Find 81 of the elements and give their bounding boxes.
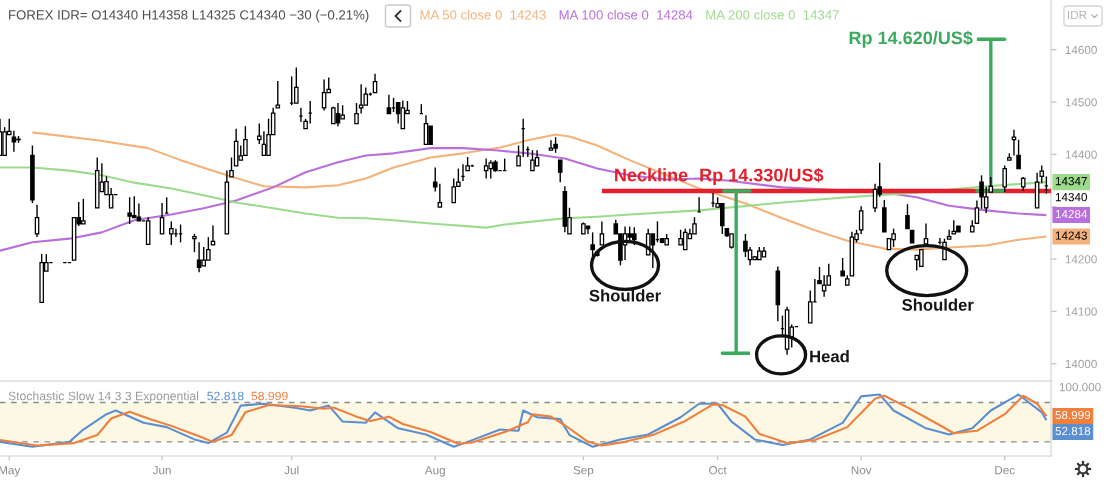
text: 14347 — [803, 10, 839, 20]
candlestick — [719, 202, 725, 235]
candlestick — [946, 229, 952, 240]
candlestick — [294, 66, 299, 104]
y-tick-label: 14200 — [1065, 255, 1097, 264]
candlestick — [807, 289, 813, 324]
candlestick — [650, 233, 656, 269]
x-tick-label: Sep — [573, 466, 594, 477]
candlestick — [201, 246, 207, 267]
data-label: 14284 — [1055, 209, 1088, 219]
text: 52.818 — [1055, 426, 1091, 436]
y-tick-label: 14500 — [1065, 98, 1097, 107]
x-tick-label: Jun — [152, 466, 171, 475]
annotation: 52.818 — [207, 391, 244, 401]
candlestick — [192, 233, 197, 253]
candlestick — [159, 202, 165, 235]
candlestick — [400, 99, 406, 130]
candlestick — [275, 80, 281, 109]
text: 14340 — [1055, 193, 1087, 202]
candlestick — [585, 225, 591, 235]
candlestick — [905, 203, 910, 230]
candlestick — [335, 102, 341, 127]
candlestick — [530, 149, 535, 172]
annotation: Shoulder — [902, 298, 974, 311]
x-tick-label: May — [0, 466, 21, 477]
text: FOREX IDR= O14340 H14358 L14325 C14340 −30 (−0.21%) — [9, 9, 369, 23]
candlestick — [548, 139, 554, 151]
candlestick — [210, 224, 216, 246]
candlestick — [1016, 139, 1021, 170]
annotation: Head — [810, 350, 849, 363]
candlestick — [229, 156, 234, 178]
candlestick — [710, 192, 716, 208]
candlestick — [557, 159, 563, 183]
candlestick — [1011, 129, 1017, 157]
line-series — [0, 147, 1048, 252]
candlestick — [428, 125, 433, 146]
y-tick-label: 14000 — [1065, 359, 1097, 369]
text: MA 50 close 0 — [420, 9, 502, 20]
candlestick — [682, 228, 688, 251]
candlestick — [169, 220, 174, 246]
candlestick — [599, 220, 605, 246]
y-tick-label: 14400 — [1065, 150, 1097, 159]
candlestick — [173, 228, 179, 238]
candlestick — [11, 130, 17, 153]
candlestick — [131, 195, 137, 219]
x-tick-label: Aug — [424, 466, 445, 477]
candlestick — [483, 157, 489, 180]
series-label: Rp 14.620/US$ — [849, 30, 973, 48]
candlestick — [196, 241, 202, 273]
candlestick — [696, 196, 702, 213]
candlestick — [34, 203, 40, 238]
text: 14284 — [657, 10, 693, 20]
text: 14243 — [510, 10, 546, 20]
x-tick-label: Oct — [709, 466, 727, 475]
x-tick-label: Jul — [284, 465, 299, 475]
candlestick — [979, 174, 984, 210]
candlestick — [451, 177, 457, 204]
y-tick-label: 14600 — [1065, 45, 1097, 55]
y-tick-label: 14100 — [1065, 307, 1097, 316]
candlestick — [437, 183, 443, 208]
text: MA 200 close 0 — [706, 9, 795, 20]
y-axis-title: IDR — [1068, 10, 1087, 20]
data-label: 14243 — [1055, 231, 1087, 240]
candlestick — [488, 159, 494, 180]
annotation: 58.999 — [251, 391, 288, 401]
text: MA 100 close 0 — [559, 9, 649, 20]
candlestick — [821, 274, 827, 298]
candlestick — [256, 122, 262, 145]
data-label: 14347 — [1055, 177, 1087, 186]
candlestick — [891, 228, 896, 248]
line-series — [0, 166, 1048, 229]
text: 100.000 — [1059, 383, 1101, 392]
chart-title: Stochastic Slow 14 3 3 Exponential — [8, 391, 199, 403]
candlestick — [1002, 164, 1007, 193]
annotation: Shoulder — [589, 289, 661, 302]
candlestick — [136, 202, 142, 222]
line-series — [31, 131, 1048, 251]
x-tick-label: Nov — [851, 466, 872, 475]
x-tick-label: Dec — [995, 466, 1015, 475]
candlestick — [386, 94, 392, 115]
text: 58.999 — [1055, 410, 1091, 420]
